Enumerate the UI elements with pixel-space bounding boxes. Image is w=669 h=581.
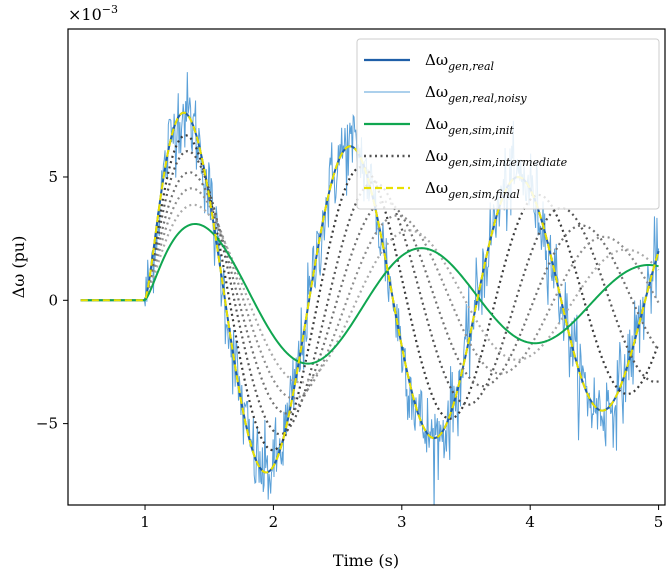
y-multiplier-label: ×10−3	[68, 3, 118, 24]
y-axis: −5 0 5	[36, 168, 68, 433]
x-tick-label: 5	[654, 513, 664, 531]
y-tick-label: 0	[48, 291, 58, 309]
y-tick-label: 5	[48, 168, 58, 186]
series-init-line	[80, 222, 659, 365]
series-final-line	[80, 111, 660, 474]
axes-frame	[67, 28, 666, 506]
x-axis-label: Time (s)	[333, 551, 399, 570]
x-axis: 1 2 3 4 5	[140, 505, 663, 531]
legend: Δωgen,real Δωgen,real,noisy Δωgen,sim,init…	[356, 38, 660, 210]
x-tick-label: 1	[140, 513, 150, 531]
x-tick-label: 3	[397, 513, 407, 531]
series-intermediate-line-4	[80, 187, 660, 400]
legend-label: Δωgen,sim,intermediate	[425, 147, 568, 169]
y-tick-label: −5	[36, 415, 58, 433]
legend-label: Δωgen,sim,init	[425, 115, 514, 137]
legend-label: Δωgen,sim,final	[425, 179, 520, 201]
legend-box	[356, 38, 660, 210]
y-axis-label: Δω (pu)	[9, 236, 28, 299]
series-intermediate-line-3	[80, 171, 660, 415]
series-intermediate-line-5	[80, 203, 660, 384]
legend-label: Δωgen,real	[425, 51, 495, 73]
legend-label: Δωgen,real,noisy	[425, 83, 527, 105]
x-tick-label: 2	[269, 513, 279, 531]
x-tick-label: 4	[525, 513, 535, 531]
